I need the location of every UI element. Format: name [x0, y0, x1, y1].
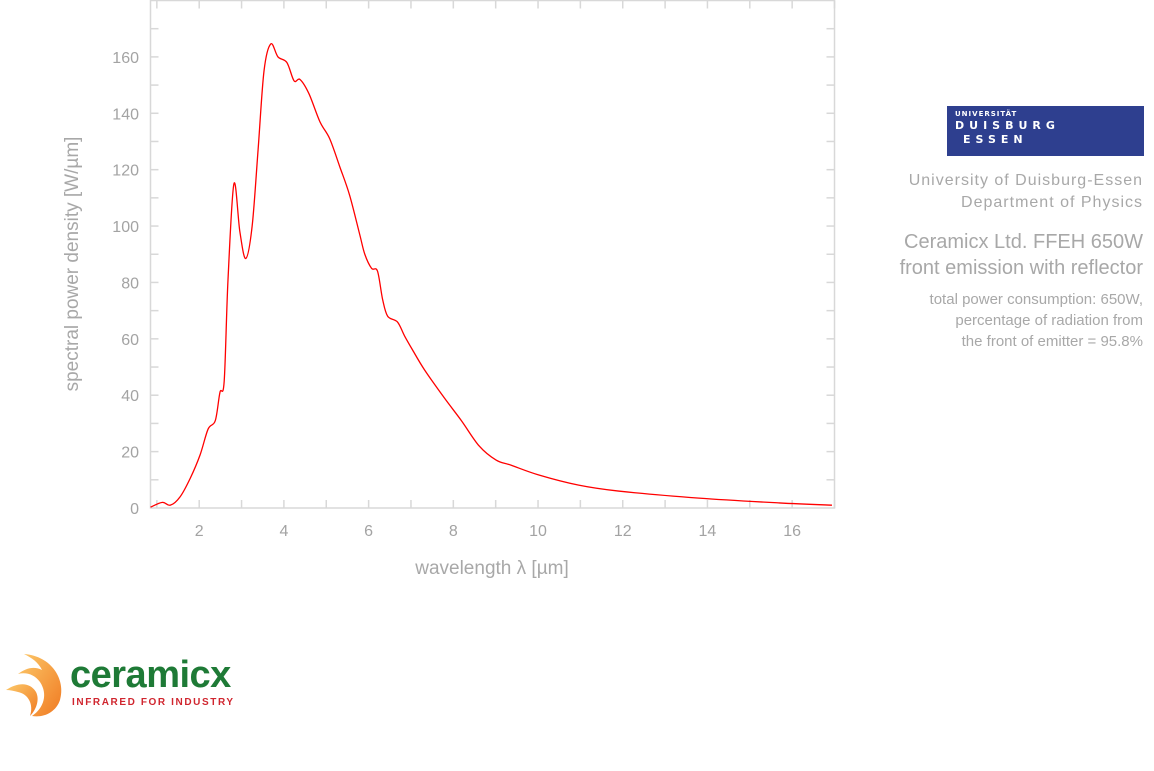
measurement-notes: total power consumption: 650W, percentag… [930, 289, 1143, 352]
y-tick-label: 20 [121, 445, 139, 462]
x-tick-label: 8 [449, 523, 458, 540]
brand-tagline: INFRARED FOR INDUSTRY [72, 697, 235, 708]
logo-line-3: ESSEN [963, 133, 1028, 146]
x-tick-label: 4 [279, 523, 288, 540]
y-tick-label: 40 [121, 388, 139, 405]
y-axis-title: spectral power density [W/µm] [62, 137, 83, 392]
x-tick-label: 16 [783, 523, 801, 540]
y-tick-label: 160 [112, 50, 139, 67]
department-name: Department of Physics [961, 194, 1143, 211]
flame-icon [6, 654, 62, 717]
plot-frame [149, 0, 836, 509]
y-tick-label: 140 [112, 106, 139, 123]
x-tick-label: 12 [614, 523, 632, 540]
x-tick-label: 14 [699, 523, 717, 540]
y-tick-label: 80 [121, 275, 139, 292]
product-info: Ceramicx Ltd. FFEH 650W front emission w… [900, 229, 1143, 281]
x-tick-label: 2 [195, 523, 204, 540]
ceramicx-logo: ceramicx INFRARED FOR INDUSTRY [4, 652, 244, 722]
brand-name: ceramicx [70, 654, 231, 696]
product-config: front emission with reflector [899, 257, 1143, 279]
y-tick-label: 60 [121, 332, 139, 349]
university-name: University of Duisburg-Essen [908, 172, 1143, 189]
y-tick-label: 100 [112, 219, 139, 236]
x-axis-title: wavelength λ [µm] [414, 558, 569, 579]
x-tick-label: 10 [529, 523, 547, 540]
spectrum-line [150, 43, 832, 508]
y-tick-label: 120 [112, 163, 139, 180]
y-tick-label: 0 [130, 501, 139, 518]
logo-line-1: UNIVERSITÄT [955, 110, 1018, 118]
note-line: total power consumption: 650W, [929, 291, 1143, 308]
university-info: University of Duisburg-Essen Department … [909, 170, 1143, 214]
x-tick-label: 6 [364, 523, 373, 540]
note-line: percentage of radiation from [955, 312, 1143, 329]
product-name: Ceramicx Ltd. FFEH 650W [904, 231, 1143, 253]
university-logo: UNIVERSITÄT DUISBURG ESSEN [947, 106, 1144, 156]
note-line: the front of emitter = 95.8% [961, 333, 1143, 350]
logo-line-2: DUISBURG [955, 119, 1060, 132]
